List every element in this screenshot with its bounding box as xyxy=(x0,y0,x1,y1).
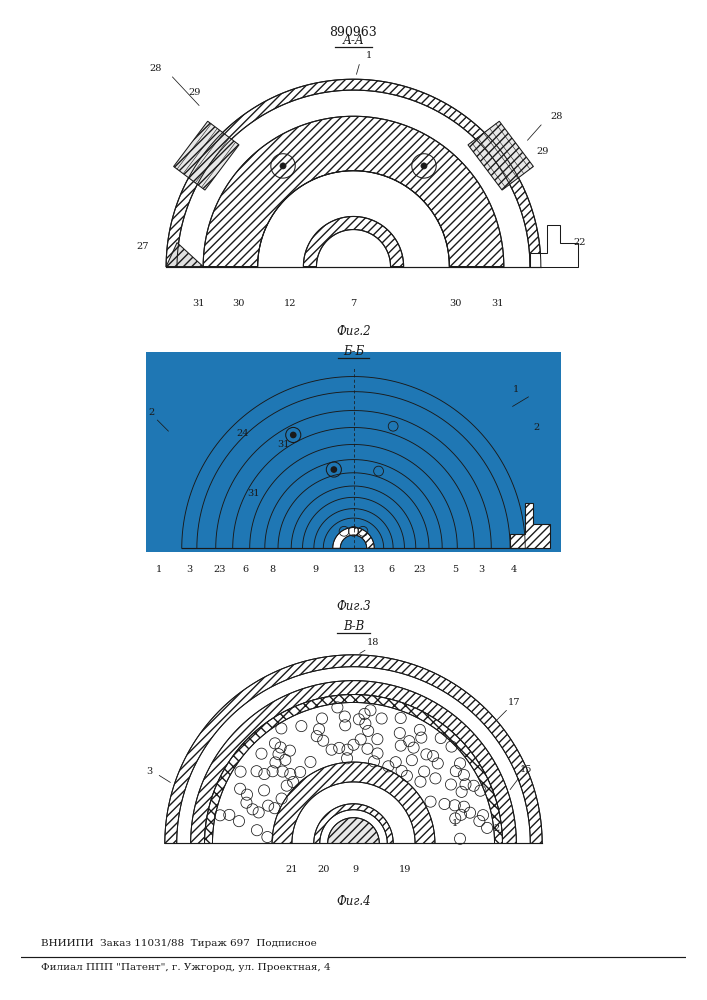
Text: ВНИИПИ  Заказ 11031/88  Тираж 697  Подписное: ВНИИПИ Заказ 11031/88 Тираж 697 Подписно… xyxy=(41,938,317,948)
Text: 31: 31 xyxy=(192,299,205,308)
Text: 23: 23 xyxy=(414,565,426,574)
Text: 8: 8 xyxy=(269,565,276,574)
Polygon shape xyxy=(468,121,533,190)
Text: 31: 31 xyxy=(277,440,290,449)
Text: 18: 18 xyxy=(367,638,380,647)
Text: 19: 19 xyxy=(399,865,411,874)
Text: 24: 24 xyxy=(236,429,248,438)
Polygon shape xyxy=(303,216,404,267)
Text: 1: 1 xyxy=(366,51,372,60)
Text: 28: 28 xyxy=(149,64,161,73)
Polygon shape xyxy=(216,411,491,548)
Polygon shape xyxy=(354,341,561,552)
Polygon shape xyxy=(510,503,550,548)
Polygon shape xyxy=(182,377,525,548)
Polygon shape xyxy=(166,79,541,267)
Text: 30: 30 xyxy=(450,299,462,308)
Circle shape xyxy=(291,432,296,438)
Polygon shape xyxy=(327,818,380,843)
Polygon shape xyxy=(530,225,578,267)
Text: 3: 3 xyxy=(146,767,152,776)
Circle shape xyxy=(280,163,286,169)
Text: 2: 2 xyxy=(148,408,155,417)
Text: 31: 31 xyxy=(247,489,259,498)
Text: 31: 31 xyxy=(491,299,503,308)
Text: 9: 9 xyxy=(352,865,358,874)
Polygon shape xyxy=(174,121,239,190)
Text: 4: 4 xyxy=(510,565,517,574)
Text: Фиг.3: Фиг.3 xyxy=(337,600,370,613)
Text: 12: 12 xyxy=(284,299,296,308)
Text: 22: 22 xyxy=(574,238,586,247)
Text: 1: 1 xyxy=(156,565,162,574)
Polygon shape xyxy=(182,377,525,548)
Text: 3: 3 xyxy=(186,565,192,574)
Text: 15: 15 xyxy=(520,766,532,774)
Polygon shape xyxy=(146,341,354,552)
Text: 17: 17 xyxy=(508,698,520,707)
Circle shape xyxy=(421,163,427,169)
Polygon shape xyxy=(291,486,416,548)
Polygon shape xyxy=(354,341,561,552)
Text: 29: 29 xyxy=(188,88,201,97)
Polygon shape xyxy=(146,341,354,552)
Text: Фиг.2: Фиг.2 xyxy=(337,325,370,338)
Polygon shape xyxy=(166,243,203,267)
Text: 3: 3 xyxy=(479,565,485,574)
Text: 23: 23 xyxy=(214,565,226,574)
Text: 21: 21 xyxy=(286,865,298,874)
Text: 1: 1 xyxy=(513,385,519,394)
Text: 29: 29 xyxy=(537,147,549,156)
Text: 5: 5 xyxy=(452,565,458,574)
Text: А-А: А-А xyxy=(343,34,364,47)
Polygon shape xyxy=(354,341,561,552)
Text: 7: 7 xyxy=(351,299,356,308)
Polygon shape xyxy=(204,695,503,843)
Polygon shape xyxy=(203,116,504,267)
Polygon shape xyxy=(146,341,354,552)
Text: Филиал ППП "Патент", г. Ужгород, ул. Проектная, 4: Филиал ППП "Патент", г. Ужгород, ул. Про… xyxy=(41,963,331,972)
Polygon shape xyxy=(165,655,542,843)
Text: 20: 20 xyxy=(317,865,330,874)
Polygon shape xyxy=(291,486,416,548)
Text: 2: 2 xyxy=(493,824,500,833)
Text: 6: 6 xyxy=(388,565,395,574)
Polygon shape xyxy=(191,681,516,843)
Polygon shape xyxy=(314,804,393,843)
Text: 30: 30 xyxy=(232,299,244,308)
Polygon shape xyxy=(354,341,561,552)
Text: 890963: 890963 xyxy=(329,26,378,39)
Text: 2: 2 xyxy=(534,423,539,432)
Polygon shape xyxy=(272,762,435,843)
Text: 1: 1 xyxy=(452,819,458,828)
Text: 13: 13 xyxy=(353,565,366,574)
Text: 27: 27 xyxy=(136,242,148,251)
Polygon shape xyxy=(333,528,374,548)
Text: 6: 6 xyxy=(243,565,249,574)
Text: 9: 9 xyxy=(312,565,319,574)
Text: Б-Б: Б-Б xyxy=(343,345,364,358)
Circle shape xyxy=(331,467,337,472)
Text: 28: 28 xyxy=(550,112,562,121)
Text: В-В: В-В xyxy=(343,620,364,633)
Polygon shape xyxy=(333,528,374,548)
Polygon shape xyxy=(146,341,354,552)
Polygon shape xyxy=(216,411,491,548)
Text: Фиг.4: Фиг.4 xyxy=(337,895,370,908)
